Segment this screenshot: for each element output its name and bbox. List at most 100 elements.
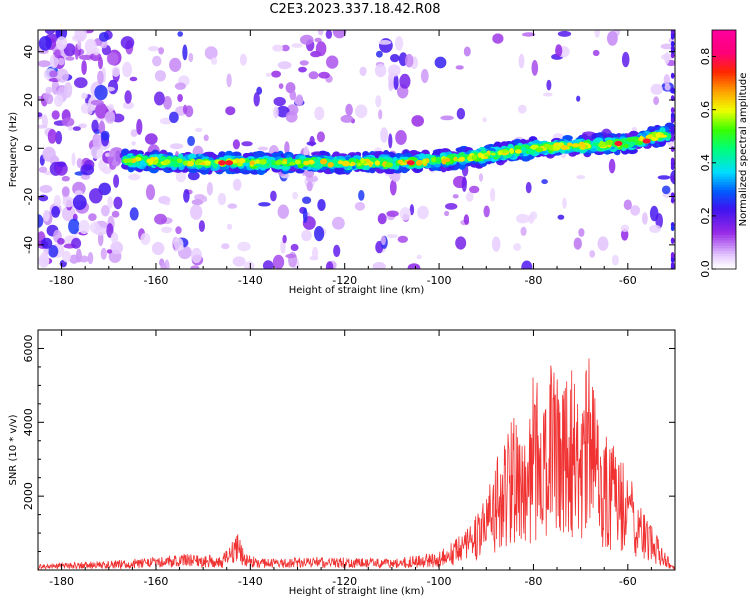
colorbar-tick-label: 0.0 [699,260,712,278]
noise-speck [611,254,619,266]
noise-speck [43,170,53,176]
noise-speck [289,90,297,101]
noise-speck [345,103,353,116]
noise-speck [355,104,368,119]
colorbar-step [712,237,736,241]
colorbar-step [712,59,736,63]
snr-series-line [38,358,675,570]
ridge-blob [547,144,554,151]
edge-speck [670,33,675,40]
noise-speck [461,176,467,192]
top-x-tick-label: -120 [332,274,357,287]
noise-speck [61,206,76,222]
noise-speck [277,61,292,70]
noise-speck [516,213,530,224]
noise-speck [292,191,298,200]
noise-speck [225,106,236,116]
colorbar-step [712,149,736,153]
noise-speck [140,232,151,245]
ridge-hotspot [225,160,234,166]
bottom-y-tick-label: 2000 [22,482,35,510]
noise-speck [607,31,618,46]
ridge-blob [468,156,472,161]
bottom-x-axis-label: Height of straight line (km) [289,586,425,597]
colorbar-step [712,122,736,127]
noise-speck [657,175,671,180]
noise-speck [148,46,160,52]
noise-speck [285,111,298,123]
noise-speck [455,65,464,70]
noise-speck [62,250,72,263]
heatmap-area [38,30,675,269]
noise-speck [65,56,75,61]
ridge-blob [458,156,465,162]
ridge-blob [629,141,636,146]
colorbar-step [712,43,736,47]
colorbar-step [712,202,736,206]
noise-speck [80,164,95,176]
noise-speck [239,53,247,66]
noise-speck [386,210,399,217]
noise-speck [41,237,53,249]
colorbar-step [712,45,736,50]
ridge-hotspot [614,140,623,147]
ridge-blob [231,160,238,163]
colorbar-step [712,181,736,185]
noise-speck [608,158,616,174]
colorbar-step [712,263,736,267]
ridge-blob [567,142,573,147]
edge-speck [670,52,675,59]
noise-speck [393,74,399,90]
noise-speck [388,133,393,149]
noise-speck [38,124,48,129]
colorbar-step [712,64,736,68]
noise-speck [78,123,87,129]
ridge-blob [177,158,183,164]
noise-speck [74,190,83,197]
colorbar-step [712,40,736,44]
bottom-x-tick-label: -80 [524,575,542,588]
ridge-blob [289,161,296,166]
ridge-blob [368,162,373,168]
noise-speck [202,196,208,203]
colorbar-tick-label: 0.8 [699,48,712,66]
noise-speck [78,219,90,235]
noise-speck [112,113,125,123]
ridge-hotspot [218,160,227,166]
noise-speck [576,175,586,180]
noise-speck [300,34,314,45]
top-x-tick-label: -80 [524,274,542,287]
noise-speck [270,190,277,202]
ridge-blob [274,160,283,165]
edge-speck [670,256,675,263]
noise-speck [409,204,415,216]
edge-speck [670,45,675,52]
ridge-blob [562,135,573,141]
colorbar-step [712,99,736,103]
ridge-blob [332,159,339,166]
ridge-blob [422,158,427,165]
noise-speck [463,46,471,57]
noise-speck [74,30,87,42]
noise-speck [57,161,66,168]
noise-speck [61,117,75,127]
noise-speck [164,201,171,206]
colorbar-step [712,91,736,95]
noise-speck [110,241,124,255]
noise-speck [232,139,240,150]
ridge-hotspot [406,160,415,166]
noise-speck [120,36,135,50]
noise-speck [154,213,167,225]
noise-speck [57,237,65,245]
noise-speck [378,40,392,45]
noise-speck [417,205,429,220]
noise-speck [45,93,54,105]
noise-speck [272,44,284,52]
noise-speck [106,249,113,254]
noise-speck [576,95,581,102]
noise-speck [169,143,184,150]
noise-speck [49,70,58,78]
bottom-x-tick-label: -140 [238,575,263,588]
noise-speck [177,94,183,102]
